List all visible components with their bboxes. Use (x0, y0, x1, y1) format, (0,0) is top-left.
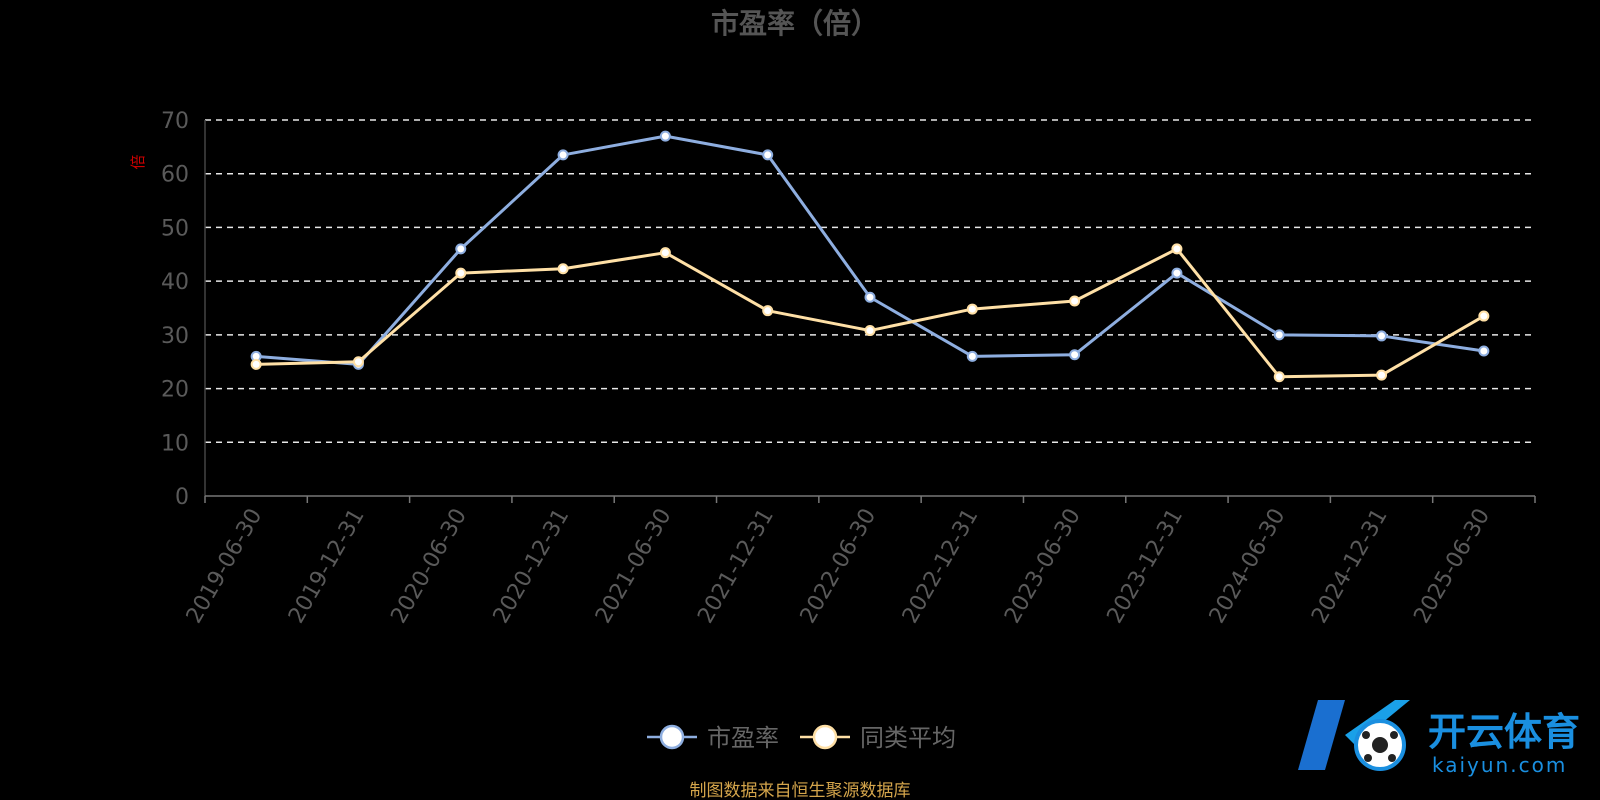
data-point[interactable] (659, 130, 671, 142)
data-point[interactable] (455, 267, 467, 279)
x-tick-label: 2020-06-30 (386, 505, 472, 628)
x-tick-label: 2024-06-30 (1205, 505, 1291, 628)
kaiyun-logo-icon (1298, 700, 1410, 771)
x-tick-label: 2022-12-31 (898, 504, 984, 627)
y-tick-label: 40 (161, 270, 189, 295)
data-point[interactable] (557, 149, 569, 161)
x-tick-label: 2023-12-31 (1103, 505, 1189, 628)
x-tick-label: 2022-06-30 (796, 505, 882, 628)
data-point[interactable] (557, 263, 569, 275)
data-point[interactable] (864, 325, 876, 337)
data-point[interactable] (1069, 349, 1081, 361)
y-tick-label: 50 (161, 216, 189, 241)
y-tick-label: 10 (161, 431, 189, 456)
data-point[interactable] (455, 243, 467, 255)
data-point[interactable] (1376, 369, 1388, 381)
x-tick-label: 2023-06-30 (1000, 505, 1086, 628)
data-point[interactable] (1069, 295, 1081, 307)
series-lines (250, 130, 1490, 383)
x-tick-label: 2020-12-31 (489, 505, 575, 628)
data-point[interactable] (762, 149, 774, 161)
data-point[interactable] (352, 356, 364, 368)
data-point[interactable] (966, 303, 978, 315)
watermark-domain: kaiyun.com (1432, 753, 1567, 777)
legend-swatch-marker (812, 724, 838, 750)
legend-swatch-marker (659, 724, 685, 750)
data-point[interactable] (1376, 330, 1388, 342)
y-tick-label: 0 (175, 485, 189, 510)
data-point[interactable] (250, 358, 262, 370)
legend-item-0[interactable]: 市盈率 (647, 724, 779, 752)
data-point[interactable] (1273, 371, 1285, 383)
legend-item-1[interactable]: 同类平均 (800, 724, 956, 752)
data-point[interactable] (1478, 310, 1490, 322)
data-point[interactable] (1273, 329, 1285, 341)
legend-label: 同类平均 (860, 724, 956, 752)
y-tick-label: 30 (161, 324, 189, 349)
x-tick-label: 2021-12-31 (693, 505, 779, 628)
data-point[interactable] (966, 350, 978, 362)
legend[interactable]: 市盈率 同类平均 (647, 724, 956, 752)
data-point[interactable] (1171, 243, 1183, 255)
grid-lines (205, 119, 1535, 444)
data-point[interactable] (864, 291, 876, 303)
y-axis-label: 倍 (129, 154, 147, 169)
data-point[interactable] (1171, 267, 1183, 279)
watermark-logo: 开云体育 kaiyun.com (1298, 700, 1580, 777)
x-tick-label: 2019-12-31 (284, 505, 370, 628)
chart-title: 市盈率（倍） (711, 7, 879, 40)
watermark-brand: 开云体育 (1428, 710, 1580, 754)
y-tick-label: 70 (161, 109, 189, 134)
x-tick-label: 2025-06-30 (1409, 505, 1495, 628)
data-point[interactable] (762, 305, 774, 317)
x-tick-label: 2019-06-30 (182, 505, 268, 628)
data-point[interactable] (659, 247, 671, 259)
y-tick-label: 60 (161, 163, 189, 188)
x-tick-label: 2021-06-30 (591, 505, 677, 628)
data-point[interactable] (1478, 345, 1490, 357)
source-note: 制图数据来自恒生聚源数据库 (690, 781, 911, 800)
x-tick-label: 2024-12-31 (1307, 505, 1393, 628)
y-tick-label: 20 (161, 378, 189, 403)
series-line-1 (256, 247, 1485, 379)
legend-label: 市盈率 (707, 724, 779, 752)
